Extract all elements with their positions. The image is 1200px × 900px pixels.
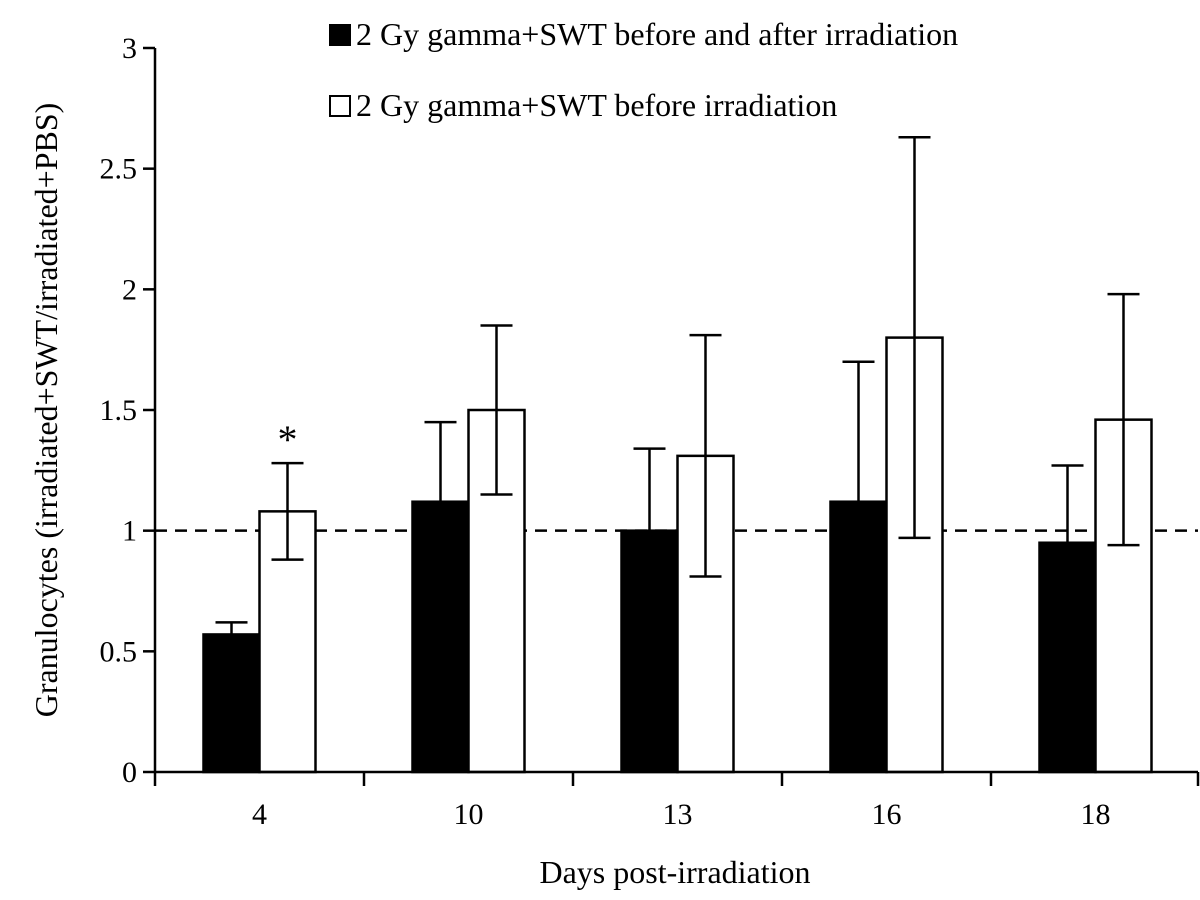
x-tick-label: 18 xyxy=(1081,798,1111,831)
y-tick-label: 2.5 xyxy=(100,153,138,186)
axes-layer xyxy=(143,46,1200,786)
bar-series1-day-4 xyxy=(202,633,261,774)
tick-labels-layer: 0 0.5 1 1.5 2 2.5 3 4 10 13 16 18 xyxy=(100,32,1111,831)
legend-swatch-series-2 xyxy=(329,95,351,117)
y-tick-label: 2 xyxy=(122,273,137,306)
y-tick-label: 1 xyxy=(122,515,137,548)
x-tick-label: 16 xyxy=(872,798,902,831)
legend-label-series-1: 2 Gy gamma+SWT before and after irradiat… xyxy=(356,16,958,52)
x-axis-title: Days post-irradiation xyxy=(539,854,810,890)
significance-asterisk: * xyxy=(278,417,298,462)
x-tick-label: 4 xyxy=(252,798,267,831)
y-tick-label: 0.5 xyxy=(100,635,138,668)
x-tick-label: 10 xyxy=(454,798,484,831)
legend-swatch-series-1 xyxy=(329,24,351,46)
x-tick-label: 13 xyxy=(663,798,693,831)
annotations-layer: * xyxy=(278,417,298,462)
y-axis-title: Granulocytes (irradiated+SWT/irradiated+… xyxy=(28,103,64,718)
y-tick-label: 0 xyxy=(122,756,137,789)
y-tick-label: 1.5 xyxy=(100,394,138,427)
bars-layer xyxy=(202,336,1153,774)
y-tick-label: 3 xyxy=(122,32,137,65)
legend-label-series-2: 2 Gy gamma+SWT before irradiation xyxy=(356,87,837,123)
legend: 2 Gy gamma+SWT before and after irradiat… xyxy=(329,16,958,123)
error-bars-layer xyxy=(215,136,1140,648)
